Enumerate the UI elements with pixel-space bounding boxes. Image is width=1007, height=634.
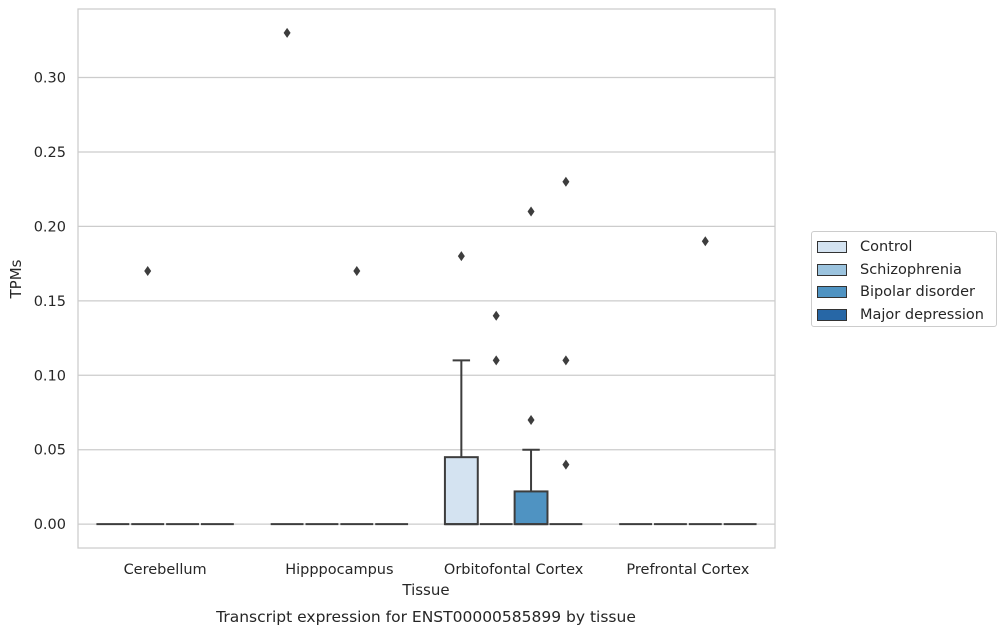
outlier-point <box>527 206 535 217</box>
outlier-point <box>283 27 291 38</box>
x-tick-label: Orbitofontal Cortex <box>444 562 584 578</box>
legend-swatch-control <box>817 241 847 254</box>
x-axis-label: Tissue <box>401 581 449 599</box>
y-tick-label: 0.20 <box>34 219 66 235</box>
box-orbitofontal-cortex-bipolar-disorder <box>513 206 549 526</box>
box-hipppocampus-control <box>270 27 304 526</box>
outlier-point <box>353 266 361 277</box>
legend-label-control: Control <box>860 239 913 256</box>
y-tick-labels: 0.00 0.05 0.10 0.15 0.20 0.25 0.30 <box>34 70 66 533</box>
y-axis-label: TPMs <box>7 259 25 299</box>
box-orbitofontal-cortex-major-depression <box>549 176 583 526</box>
legend-swatch-schizophrenia <box>817 263 847 276</box>
outlier-point <box>562 176 570 187</box>
x-tick-label: Prefrontal Cortex <box>626 562 749 578</box>
y-tick-label: 0.15 <box>34 294 66 310</box>
legend-item-schizophrenia: Schizophrenia <box>817 259 996 282</box>
y-tick-label: 0.30 <box>34 70 66 86</box>
chart-title: Transcript expression for ENST0000058589… <box>215 608 636 626</box>
outlier-point <box>527 414 535 425</box>
x-tick-labels: Cerebellum Hipppocampus Orbitofontal Corte… <box>124 562 750 578</box>
y-tick-label: 0.25 <box>34 145 66 161</box>
outlier-point <box>562 355 570 366</box>
box-orbitofontal-cortex-control <box>443 251 479 526</box>
y-tick-label: 0.05 <box>34 443 66 459</box>
box-cerebellum-schizophrenia <box>131 266 165 526</box>
legend: Control Schizophrenia Bipolar disorder M… <box>811 231 997 327</box>
legend-label-schizophrenia: Schizophrenia <box>860 261 962 278</box>
outlier-point <box>701 236 709 247</box>
outlier-point <box>457 251 465 262</box>
legend-swatch-bipolar-disorder <box>817 286 847 299</box>
box-body <box>513 490 549 526</box>
plot-marks <box>96 27 757 526</box>
plot-frame <box>77 8 776 549</box>
outlier-point <box>492 310 500 321</box>
legend-label-bipolar-disorder: Bipolar disorder <box>860 284 975 301</box>
legend-item-major-depression: Major depression <box>817 304 996 327</box>
gridlines <box>78 76 775 525</box>
x-tick-label: Cerebellum <box>124 562 207 578</box>
y-tick-label: 0.10 <box>34 368 66 384</box>
y-tick-label: 0.00 <box>34 517 66 533</box>
x-tick-label: Hipppocampus <box>285 562 393 578</box>
box-prefrontal-cortex-bipolar-disorder <box>688 236 722 526</box>
legend-item-control: Control <box>817 236 996 259</box>
box-body <box>443 456 479 526</box>
box-orbitofontal-cortex-schizophrenia <box>479 310 513 526</box>
outlier-point <box>492 355 500 366</box>
legend-label-major-depression: Major depression <box>860 306 984 323</box>
legend-item-bipolar-disorder: Bipolar disorder <box>817 281 996 304</box>
legend-swatch-major-depression <box>817 308 847 321</box>
outlier-point <box>144 266 152 277</box>
box-hipppocampus-bipolar-disorder <box>340 266 374 526</box>
outlier-point <box>562 459 570 470</box>
